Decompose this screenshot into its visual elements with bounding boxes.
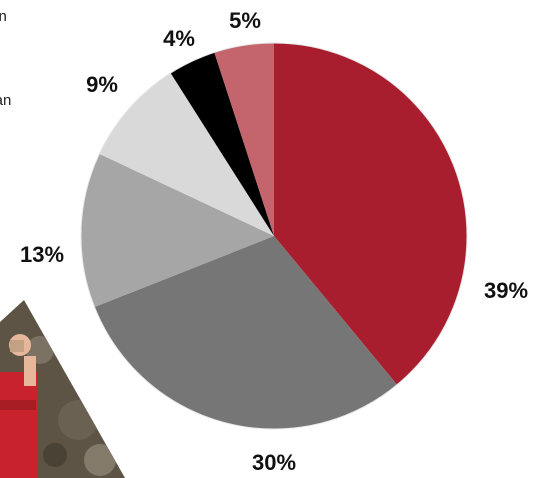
- chart-legend: erican an nic al merican: [0, 6, 11, 111]
- pie-slice: [170, 52, 274, 237]
- pie-slice: [80, 153, 274, 308]
- slice-label: 30%: [252, 450, 296, 475]
- slice-label: 4%: [163, 26, 195, 51]
- slice-label: 13%: [20, 242, 64, 267]
- pie-outline: [80, 42, 468, 430]
- pie-slice: [94, 236, 398, 430]
- slice-label: 9%: [86, 72, 118, 97]
- slice-label: 5%: [229, 8, 261, 33]
- legend-item: erican: [0, 8, 7, 25]
- legend-item: merican: [0, 92, 12, 109]
- slice-label: 39%: [484, 278, 528, 303]
- pie-slice: [214, 43, 274, 236]
- pie-slice: [99, 73, 275, 236]
- pie-slice: [274, 43, 467, 385]
